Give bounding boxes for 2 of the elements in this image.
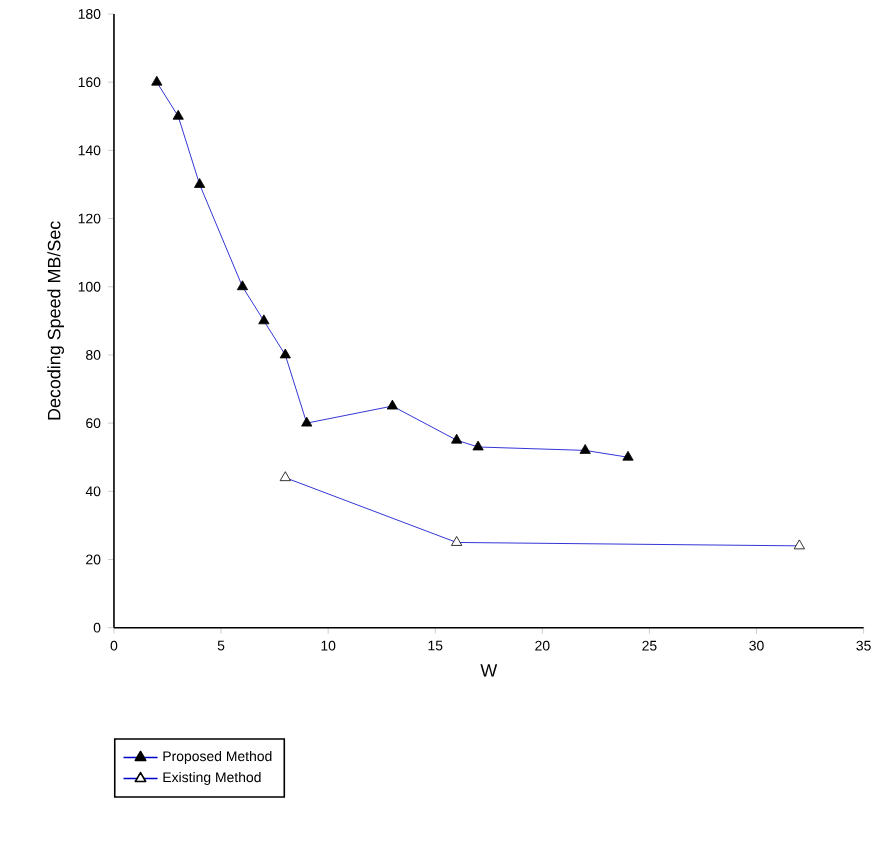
y-axis-title: Decoding Speed MB/Sec — [47, 221, 65, 420]
x-axis-title: W — [480, 664, 498, 677]
